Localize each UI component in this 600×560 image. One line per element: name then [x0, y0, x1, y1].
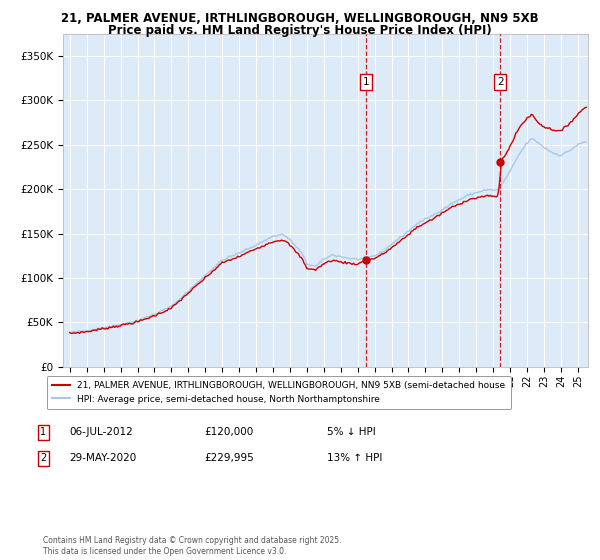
- Text: 2: 2: [497, 77, 503, 87]
- Text: £229,995: £229,995: [204, 453, 254, 463]
- Text: 06-JUL-2012: 06-JUL-2012: [69, 427, 133, 437]
- Text: 1: 1: [40, 427, 46, 437]
- Text: £120,000: £120,000: [204, 427, 253, 437]
- Text: 2: 2: [40, 453, 46, 463]
- Text: 5% ↓ HPI: 5% ↓ HPI: [327, 427, 376, 437]
- Text: Price paid vs. HM Land Registry's House Price Index (HPI): Price paid vs. HM Land Registry's House …: [108, 24, 492, 36]
- Text: Contains HM Land Registry data © Crown copyright and database right 2025.
This d: Contains HM Land Registry data © Crown c…: [43, 536, 342, 556]
- Text: 21, PALMER AVENUE, IRTHLINGBOROUGH, WELLINGBOROUGH, NN9 5XB: 21, PALMER AVENUE, IRTHLINGBOROUGH, WELL…: [61, 12, 539, 25]
- Legend: 21, PALMER AVENUE, IRTHLINGBOROUGH, WELLINGBOROUGH, NN9 5XB (semi-detached house: 21, PALMER AVENUE, IRTHLINGBOROUGH, WELL…: [47, 376, 511, 409]
- Text: 13% ↑ HPI: 13% ↑ HPI: [327, 453, 382, 463]
- Text: 29-MAY-2020: 29-MAY-2020: [69, 453, 136, 463]
- Text: 1: 1: [363, 77, 370, 87]
